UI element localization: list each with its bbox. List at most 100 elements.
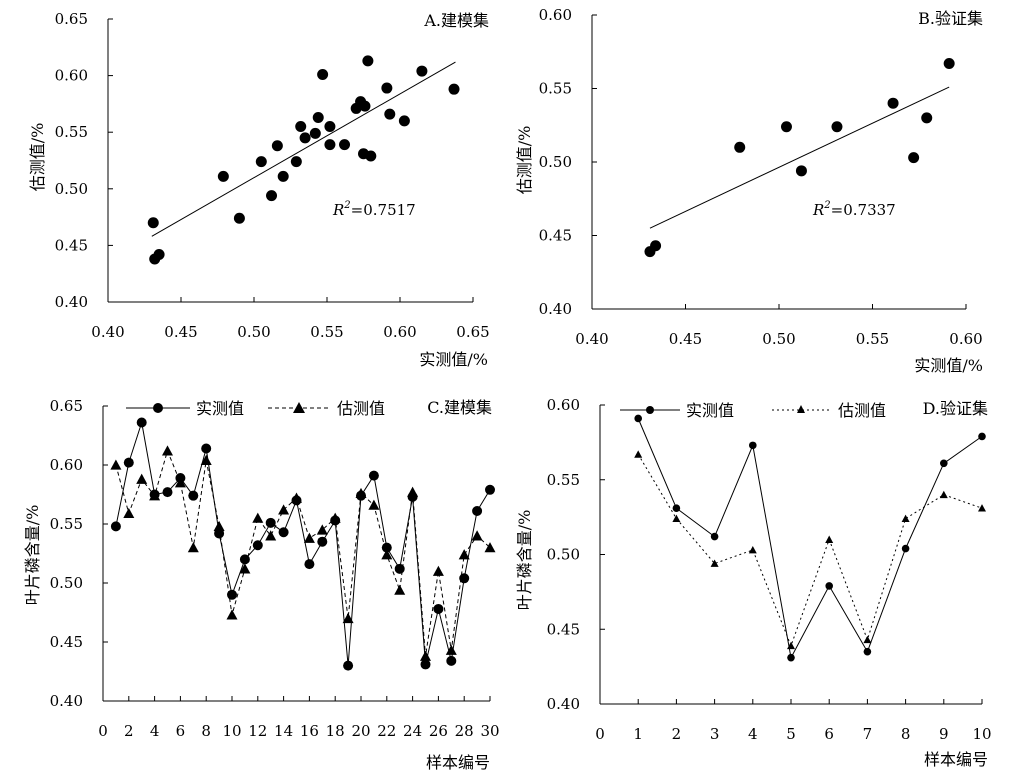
panel-c-series-measured-point: [227, 589, 237, 600]
panel-b-data-point: [908, 152, 920, 164]
panel-c-series-estimated-point: [239, 563, 251, 574]
panel-a-data-point: [312, 111, 324, 123]
panel-b-x-tick-label: 0.40: [575, 330, 608, 348]
panel-a-data-point: [384, 108, 396, 120]
panel-a-data-point: [290, 156, 302, 168]
panel-a-y-tick-label: 0.45: [55, 236, 88, 254]
panel-c-x-tick-label: 26: [429, 722, 448, 740]
panel-c-series-measured-point: [278, 527, 289, 538]
panel-d-series-measured-point: [978, 432, 986, 441]
panel-c-x-tick-label: 22: [377, 722, 396, 740]
panel-c-series-measured-point: [446, 655, 457, 666]
panel-c-series-measured-point: [485, 484, 495, 495]
panel-c-x-tick-label: 8: [201, 722, 211, 740]
panel-c-series-estimated-point: [420, 650, 431, 661]
panel-c-legend-estimated-label: 估测值: [337, 399, 385, 418]
panel-c-series-measured-point: [252, 540, 263, 551]
panel-a-x-tick-label: 0.50: [237, 323, 270, 341]
panel-c-series-estimated-point: [316, 524, 328, 535]
panel-c-plot-area: 0.400.450.500.550.600.650 2 4 6 8 10 12 14 16 18 2…: [50, 397, 500, 740]
panel-d-series-measured-point: [901, 544, 910, 553]
panel-b-x-tick-label: 0.60: [949, 330, 982, 348]
panel-c-series-estimated-point: [432, 565, 444, 576]
panel-d-series-estimated-point: [634, 450, 643, 458]
panel-a-data-point: [416, 65, 428, 77]
panel-d-legend-measured-marker: [646, 406, 654, 414]
panel-c-series-measured-point: [201, 443, 212, 454]
panel-d-series-estimated-point: [710, 559, 719, 567]
panel-b-plot-area: 0.40 0.45 0.50 0.55 0.60 0.40 0.45 0.50 0.55 0.60: [539, 6, 983, 348]
panel-d-series-estimated-point: [978, 504, 986, 512]
panel-c-series-estimated-point: [265, 530, 277, 541]
panel-d-label: D.验证集: [923, 399, 988, 418]
panel-c-series-measured-point: [239, 554, 250, 565]
panel-c-series-estimated-point: [303, 532, 315, 543]
panel-c-x-tick-label: 0: [98, 722, 108, 740]
panel-a-y-axis-label: 估测值/%: [28, 123, 47, 192]
panel-b-r2-annotation: R2=0.7337: [812, 200, 896, 219]
panel-d-y-tick-label: 0.45: [547, 620, 580, 638]
panel-c-x-tick-label: 4: [150, 722, 160, 740]
panel-c-x-tick-label: 16: [300, 722, 319, 740]
panel-c-series-measured-point: [188, 490, 199, 501]
panel-b-y-axis-label: 估测值/%: [515, 126, 534, 195]
panel-c-series-measured-point: [136, 417, 147, 428]
panel-c-series-estimated-point: [368, 499, 380, 510]
panel-d-plot-area: 0.40 0.45 0.50 0.55 0.60 0 1 2 3 4 5 6 7 8 9 10: [547, 396, 992, 743]
panel-c-series-measured-point: [265, 517, 276, 528]
panel-a-data-point: [359, 100, 371, 112]
panel-c-series-measured-point: [472, 506, 483, 517]
panel-d-series-estimated-point: [825, 535, 834, 543]
panel-d-y-tick-label: 0.60: [547, 396, 580, 414]
panel-c-y-tick-label: 0.60: [50, 456, 83, 474]
panel-b-y-tick-label: 0.60: [539, 6, 572, 24]
panel-c-x-tick-label: 24: [403, 722, 422, 740]
panel-d-y-axis-label: 叶片磷含量/%: [515, 510, 534, 611]
panel-a-data-point: [266, 190, 278, 202]
panel-d-y-tick-label: 0.50: [547, 546, 580, 564]
panel-a-y-tick-label: 0.40: [55, 293, 88, 311]
panel-c-label: C.建模集: [427, 398, 492, 417]
panel-d-series-measured-point: [940, 459, 948, 468]
panel-a-y-tick-label: 0.50: [55, 180, 88, 198]
panel-a-x-tick-label: 0.40: [91, 323, 124, 341]
panel-c-x-tick-label: 10: [222, 722, 241, 740]
panel-a-label: A.建模集: [423, 11, 489, 30]
panel-c-x-tick-label: 2: [124, 722, 134, 740]
panel-c-series-estimated-point: [136, 473, 148, 484]
panel-c-modeling-line: 0.400.450.500.550.600.650 2 4 6 8 10 12 14 16 18 2…: [23, 397, 500, 772]
panel-a-data-point: [365, 150, 377, 162]
panel-d-x-tick-label: 5: [786, 725, 796, 743]
panel-d-x-axis-label: 样本编号: [924, 750, 988, 769]
panel-d-legend-estimated-label: 估测值: [838, 401, 886, 420]
panel-d-x-tick-label: 4: [748, 725, 758, 743]
panel-a-x-axis-label: 实测值/%: [419, 350, 488, 369]
panel-a-data-point: [309, 127, 321, 139]
panel-c-series-estimated-point: [329, 512, 341, 523]
panel-d-x-tick-label: 7: [863, 725, 873, 743]
panel-c-series-estimated-line: [115, 449, 491, 657]
panel-a-data-point: [448, 83, 460, 95]
panel-d-series-measured-point: [672, 504, 681, 512]
panel-a-data-point: [147, 217, 159, 229]
panel-a-data-point: [324, 121, 336, 133]
panel-b-data-point: [943, 58, 955, 70]
panel-a-data-point: [271, 140, 283, 152]
panel-a-data-point: [153, 248, 165, 260]
panel-d-legend-estimated-marker: [797, 405, 805, 413]
panel-c-series-estimated-point: [381, 549, 393, 560]
panel-c-x-tick-label: 14: [274, 722, 293, 740]
panel-c-series-estimated-point: [458, 549, 470, 560]
panel-c-series-estimated-point: [123, 507, 135, 519]
panel-d-legend: 实测值 估测值: [620, 401, 886, 420]
panel-c-series-estimated-point: [291, 492, 302, 503]
panel-a-data-point: [299, 132, 311, 144]
panel-b-x-tick-label: 0.45: [669, 330, 702, 348]
panel-b-trend-line: [649, 86, 950, 229]
panel-c-series-estimated-point: [355, 487, 367, 498]
panel-c-series-estimated-point: [252, 512, 264, 523]
panel-d-x-tick-label: 9: [939, 725, 949, 743]
panel-c-series-estimated-point: [394, 584, 406, 595]
panel-a-data-point: [277, 170, 289, 182]
panel-d-legend-measured-label: 实测值: [686, 401, 734, 420]
